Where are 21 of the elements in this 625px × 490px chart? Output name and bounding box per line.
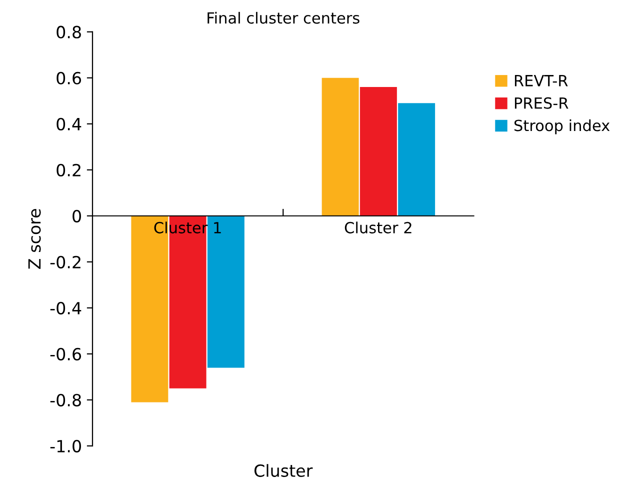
bar (360, 87, 397, 216)
bar (322, 78, 359, 216)
y-tick-label: -0.6 (50, 348, 82, 360)
chart-title: Final cluster centers (208, 12, 360, 24)
x-axis-title: Cluster (254, 464, 313, 477)
y-tick-label: 0.2 (56, 164, 80, 176)
y-tick-label: -0.2 (50, 256, 80, 268)
y-tick-label: 0.4 (56, 118, 82, 130)
y-tick-label: 0 (72, 210, 81, 222)
y-tick-label: -0.4 (50, 302, 82, 314)
y-tick-label: 0.6 (56, 72, 82, 84)
legend-label: REVT-R (514, 75, 568, 86)
y-tick-label: -0.8 (50, 394, 81, 406)
bar (207, 216, 244, 368)
y-axis-title: Z score (28, 209, 41, 269)
x-tick-label: Cluster 2 (344, 222, 412, 234)
y-tick-label: 0.8 (56, 26, 81, 38)
bar (398, 103, 436, 216)
legend-label: PRES-R (514, 97, 568, 109)
y-tick-label: -1.0 (50, 440, 81, 452)
legend-label: Stroop index (514, 119, 610, 134)
